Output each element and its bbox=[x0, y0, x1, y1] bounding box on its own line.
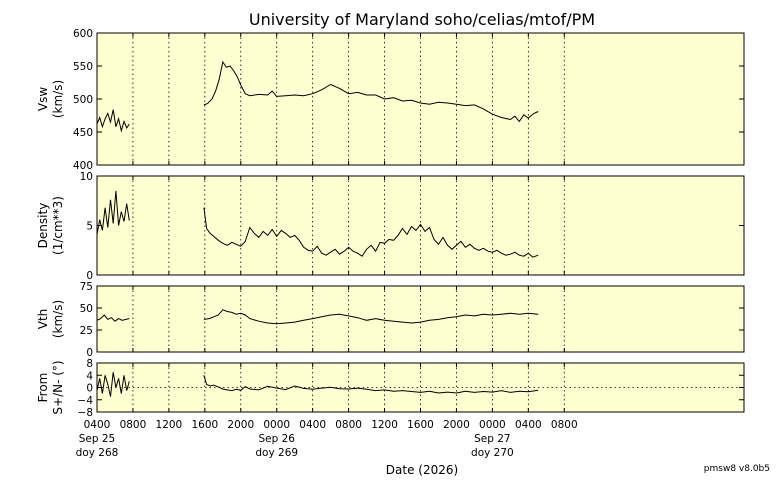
chart-title: University of Maryland soho/celias/mtof/… bbox=[249, 10, 595, 29]
y-axis-label-line: (km/s) bbox=[51, 80, 65, 118]
series-line-vsw-0 bbox=[96, 109, 130, 133]
y-tick-label: 75 bbox=[80, 281, 93, 293]
x-tick-label: 0000 bbox=[263, 419, 290, 431]
y-tick-label: 0 bbox=[86, 383, 93, 395]
y-axis-label: Vsw(km/s) bbox=[36, 80, 65, 118]
y-tick-label: −4 bbox=[78, 395, 94, 407]
panel-vsw: 400 450 500 550 600 Vsw(km/s) bbox=[36, 28, 745, 172]
y-axis-label-line: (km/s) bbox=[51, 300, 65, 338]
y-tick-label: 500 bbox=[73, 94, 93, 106]
x-tick-label: 0800 bbox=[120, 419, 147, 431]
series-line-from-1 bbox=[203, 375, 539, 394]
x-date-label: Sep 25 bbox=[79, 433, 116, 445]
panel-vth: 0 25 50 75 Vth(km/s) bbox=[36, 281, 745, 359]
x-doy-label: doy 268 bbox=[76, 447, 119, 459]
y-tick-label: 400 bbox=[73, 160, 93, 172]
series-line-vth-0 bbox=[96, 314, 130, 322]
x-tick-label: 2000 bbox=[443, 419, 470, 431]
panel-density: 0 5 10 Density(1/cm**3) bbox=[36, 171, 745, 282]
y-axis-label-line: Density bbox=[36, 203, 50, 249]
y-tick-label: −8 bbox=[78, 407, 93, 419]
x-tick-label: 0400 bbox=[515, 419, 542, 431]
x-date-label: Sep 27 bbox=[474, 433, 511, 445]
x-tick-label: 0000 bbox=[479, 419, 506, 431]
series-line-from-0 bbox=[96, 372, 130, 397]
y-tick-label: 5 bbox=[86, 221, 93, 233]
y-tick-label: 0 bbox=[86, 270, 93, 282]
panels: 400450500550600Vsw(km/s)0510Density(1/cm… bbox=[36, 28, 745, 419]
x-tick-label: 0400 bbox=[84, 419, 111, 431]
y-tick-label: 50 bbox=[80, 303, 93, 315]
y-axis-label: Vth(km/s) bbox=[36, 300, 65, 338]
panel-background bbox=[97, 33, 744, 165]
y-axis-label-line: Vsw bbox=[36, 87, 50, 111]
series-line-density-0 bbox=[96, 190, 130, 235]
y-tick-label: 0 bbox=[86, 347, 93, 359]
x-tick-label: 1200 bbox=[156, 419, 183, 431]
series-line-density-1 bbox=[203, 207, 539, 258]
x-date-label: Sep 26 bbox=[258, 433, 295, 445]
x-tick-label: 0800 bbox=[551, 419, 578, 431]
x-tick-label: 2000 bbox=[227, 419, 254, 431]
version-label: pmsw8 v8.0b5 bbox=[704, 464, 770, 474]
y-tick-label: 4 bbox=[86, 370, 93, 382]
x-axis-label: Date (2026) bbox=[386, 463, 458, 477]
y-tick-label: 600 bbox=[73, 28, 93, 40]
y-axis-label-line: (1/cm**3) bbox=[51, 196, 65, 255]
y-axis-label: Density(1/cm**3) bbox=[36, 196, 65, 255]
y-tick-label: 450 bbox=[73, 127, 93, 139]
x-tick-label: 0800 bbox=[335, 419, 362, 431]
y-tick-label: 25 bbox=[80, 325, 93, 337]
y-axis-label: FromS+/N- (°) bbox=[36, 360, 65, 414]
series-line-vth-1 bbox=[203, 309, 539, 325]
y-tick-label: 550 bbox=[73, 61, 93, 73]
y-axis-label-line: S+/N- (°) bbox=[51, 360, 65, 414]
x-tick-label: 1600 bbox=[407, 419, 434, 431]
series-line-vsw-1 bbox=[203, 60, 539, 123]
x-tick-label: 1600 bbox=[191, 419, 218, 431]
x-axis: 0400 Sep 25 doy 268 0800 1200 1600 2000 0000 Sep… bbox=[76, 419, 578, 459]
y-axis-label-line: Vth bbox=[36, 309, 50, 330]
y-axis-label-line: From bbox=[36, 373, 50, 403]
y-tick-label: 8 bbox=[86, 358, 93, 370]
x-tick-label: 1200 bbox=[371, 419, 398, 431]
x-tick-label: 0400 bbox=[299, 419, 326, 431]
x-doy-label: doy 270 bbox=[471, 447, 514, 459]
y-tick-label: 10 bbox=[80, 171, 93, 183]
x-doy-label: doy 269 bbox=[255, 447, 298, 459]
